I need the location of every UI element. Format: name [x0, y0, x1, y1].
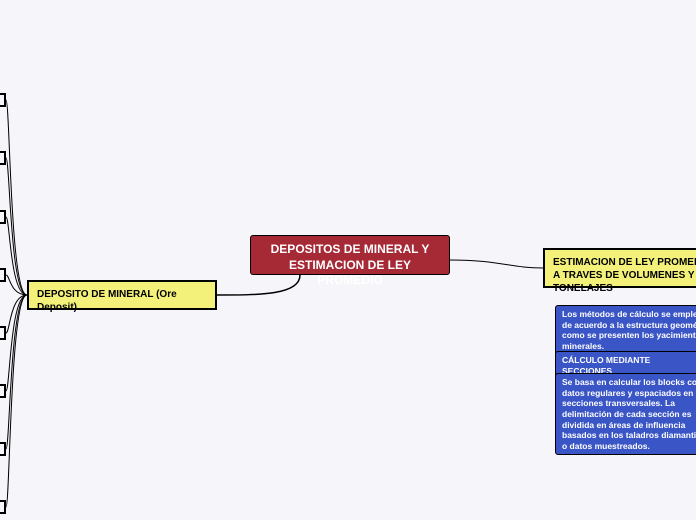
- left-stub-3[interactable]: [0, 210, 6, 224]
- right-child-3-label: Se basa en calcular los blocks con datos…: [562, 377, 696, 451]
- left-stub-7[interactable]: [0, 442, 6, 456]
- left-stub-8[interactable]: [0, 500, 6, 514]
- center-label: DEPOSITOS DE MINERAL Y ESTIMACION DE LEY…: [271, 242, 430, 287]
- left-stub-4[interactable]: [0, 268, 6, 282]
- left-stub-5[interactable]: [0, 326, 6, 340]
- left-stub-6[interactable]: [0, 384, 6, 398]
- right-branch-node[interactable]: ESTIMACION DE LEY PROMEDIO A TRAVES DE V…: [543, 248, 696, 288]
- right-child-1-label: Los métodos de cálculo se emplean de acu…: [562, 309, 696, 351]
- left-stub-2[interactable]: [0, 151, 6, 165]
- right-branch-label: ESTIMACION DE LEY PROMEDIO A TRAVES DE V…: [553, 257, 696, 294]
- right-child-3[interactable]: Se basa en calcular los blocks con datos…: [555, 373, 696, 455]
- right-child-1[interactable]: Los métodos de cálculo se emplean de acu…: [555, 305, 696, 356]
- left-branch-label: DEPOSITO DE MINERAL (Ore Deposit): [37, 289, 177, 313]
- center-node[interactable]: DEPOSITOS DE MINERAL Y ESTIMACION DE LEY…: [250, 235, 450, 275]
- left-stub-1[interactable]: [0, 93, 6, 107]
- left-branch-node[interactable]: DEPOSITO DE MINERAL (Ore Deposit): [27, 280, 217, 310]
